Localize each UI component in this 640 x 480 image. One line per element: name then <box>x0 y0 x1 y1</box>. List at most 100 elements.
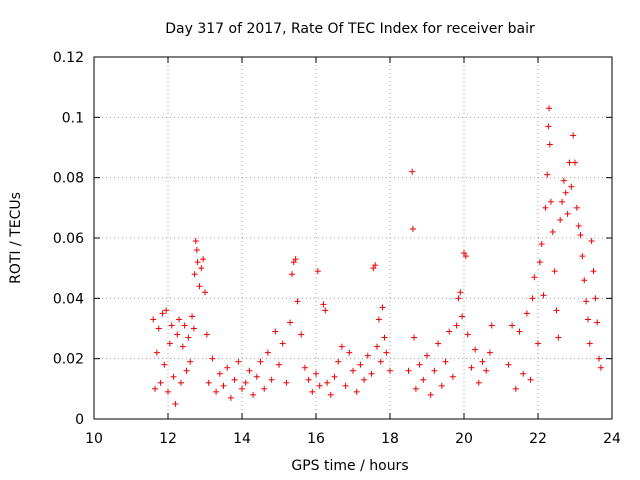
data-point <box>361 376 368 383</box>
data-point <box>455 295 462 302</box>
data-point <box>224 364 231 371</box>
data-point <box>324 379 331 386</box>
x-tick-label: 20 <box>455 431 473 447</box>
data-point <box>475 379 482 386</box>
data-point <box>309 388 316 395</box>
x-tick-label: 12 <box>159 431 177 447</box>
data-point <box>483 367 490 374</box>
data-point <box>575 222 582 229</box>
data-point <box>235 358 242 365</box>
data-point <box>198 265 205 272</box>
data-point <box>298 331 305 338</box>
data-point <box>557 216 564 223</box>
data-point <box>200 256 207 263</box>
data-point <box>157 379 164 386</box>
data-point <box>424 352 430 359</box>
grid <box>94 57 612 419</box>
data-point <box>420 376 427 383</box>
data-point <box>353 388 360 395</box>
data-point <box>416 361 423 368</box>
data-point <box>346 349 353 356</box>
data-point <box>379 304 386 311</box>
y-tick-label: 0.08 <box>53 171 84 187</box>
data-point <box>161 361 168 368</box>
data-point <box>320 301 327 308</box>
data-point <box>364 352 371 359</box>
data-point <box>261 385 268 392</box>
x-tick-label: 14 <box>233 431 251 447</box>
data-point <box>544 171 551 178</box>
data-point <box>187 358 194 365</box>
data-point <box>287 319 294 326</box>
data-point <box>523 310 530 317</box>
data-point <box>597 364 604 371</box>
data-point <box>555 334 562 341</box>
data-point <box>468 364 475 371</box>
data-point <box>459 313 466 320</box>
data-point <box>520 370 527 377</box>
data-point <box>461 250 467 257</box>
data-point <box>196 283 203 290</box>
data-point <box>579 253 586 260</box>
data-point <box>301 364 308 371</box>
data-point <box>427 391 434 398</box>
data-point <box>559 198 566 205</box>
data-point <box>531 274 538 281</box>
data-point <box>564 210 571 217</box>
data-point <box>283 379 290 386</box>
data-point <box>505 361 512 368</box>
data-point <box>288 271 295 278</box>
data-point <box>590 268 597 275</box>
data-point <box>453 322 460 329</box>
data-point <box>583 298 590 305</box>
data-point <box>335 358 342 365</box>
data-point <box>549 228 556 235</box>
data-point <box>216 370 223 377</box>
data-point <box>155 325 162 332</box>
data-point <box>512 385 519 392</box>
data-point <box>192 238 199 245</box>
data-point <box>374 343 381 350</box>
data-point <box>327 391 334 398</box>
data-point <box>370 265 377 272</box>
data-point <box>292 256 299 263</box>
data-point <box>181 322 188 329</box>
data-point <box>176 316 183 323</box>
data-point <box>183 367 190 374</box>
data-point <box>546 141 553 148</box>
data-point <box>594 319 601 326</box>
data-point <box>573 204 580 211</box>
data-point <box>368 370 375 377</box>
data-point <box>209 355 216 362</box>
data-point <box>279 340 286 347</box>
data-point <box>545 123 552 130</box>
data-point <box>464 331 471 338</box>
y-tick-label: 0.06 <box>53 231 84 247</box>
scatter-points <box>150 105 604 407</box>
data-point <box>596 355 603 362</box>
data-point <box>409 225 416 232</box>
data-point <box>191 271 198 278</box>
data-point <box>190 325 197 332</box>
data-point <box>357 361 364 368</box>
data-point <box>577 231 584 238</box>
data-point <box>202 289 208 296</box>
data-point <box>239 385 245 392</box>
data-point <box>457 289 464 296</box>
data-point <box>290 259 297 266</box>
data-point <box>314 268 321 275</box>
data-point <box>438 382 445 389</box>
data-point <box>568 183 575 190</box>
data-point <box>479 358 486 365</box>
y-tick-label: 0.02 <box>53 352 84 368</box>
data-point <box>431 367 438 374</box>
x-tick-label: 16 <box>307 431 325 447</box>
data-point <box>231 376 238 383</box>
data-point <box>412 385 419 392</box>
data-point <box>163 307 170 314</box>
data-point <box>529 295 536 302</box>
data-point <box>409 168 416 175</box>
x-tick-label: 18 <box>381 431 399 447</box>
data-point <box>486 349 493 356</box>
